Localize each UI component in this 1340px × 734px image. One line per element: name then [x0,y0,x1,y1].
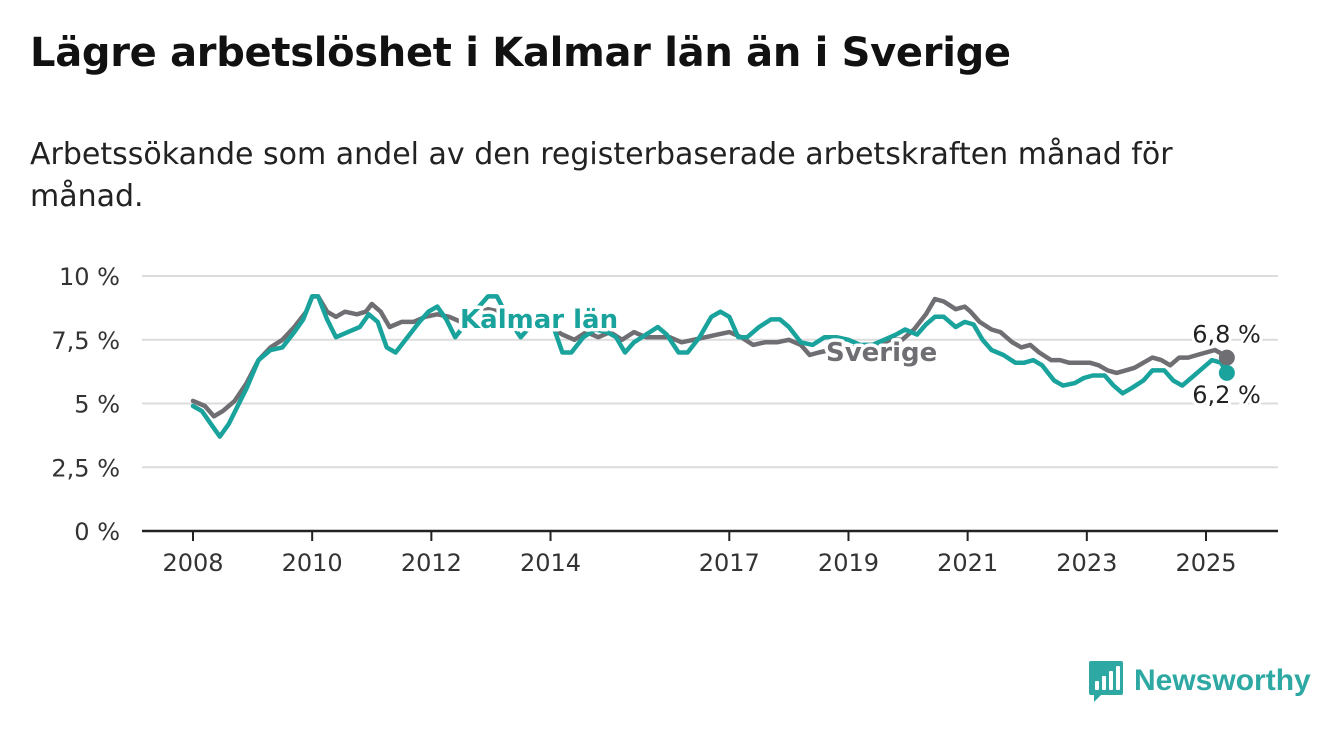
x-axis: 2008 2010 2012 2014 2017 2019 2021 2023 2025 [142,529,1278,577]
series-labels: 6,8 % 6,2 % Sverige Kalmar län [457,302,1264,412]
line-chart: 0 % 2,5 % 5 % 7,5 % 10 % 2008 2010 2012 2014 201… [51,263,1278,577]
y-tick-label: 5 % [74,391,120,419]
end-value-label: 6,8 % [1192,321,1261,349]
end-value-label: 6,2 % [1192,381,1261,409]
chart-title: Lägre arbetslöshet i Kalmar län än i Sve… [30,30,1011,76]
x-tick-label: 2012 [401,549,462,577]
newsworthy-brand: Newsworthy [1088,658,1311,704]
x-tick-label: 2017 [699,549,760,577]
series-name-label: Sverige [826,338,937,368]
gridlines [142,275,1278,469]
series-line-sverige [190,294,1230,419]
y-tick-label: 7,5 % [51,327,120,355]
x-tick-label: 2019 [818,549,879,577]
y-tick-label: 2,5 % [51,454,120,482]
x-tick-label: 2025 [1175,549,1236,577]
x-tick-label: 2021 [937,549,998,577]
x-tick-label: 2008 [162,549,223,577]
y-tick-label: 10 % [59,263,120,291]
end-marker [1218,364,1235,381]
series-lines [190,294,1230,439]
series-name-label: Kalmar län [460,305,618,335]
x-tick-label: 2010 [282,549,343,577]
chart-subtitle: Arbetssökande som andel av den registerb… [30,137,1173,214]
bar-chart-logo-icon [1089,661,1123,702]
x-tick-label: 2023 [1056,549,1117,577]
brand-name: Newsworthy [1134,664,1311,697]
end-marker [1218,349,1235,366]
x-tick-label: 2014 [520,549,581,577]
y-axis-ticks: 0 % 2,5 % 5 % 7,5 % 10 % [51,263,120,546]
series-line-kalmar-län [190,294,1230,439]
y-tick-label: 0 % [74,518,120,546]
